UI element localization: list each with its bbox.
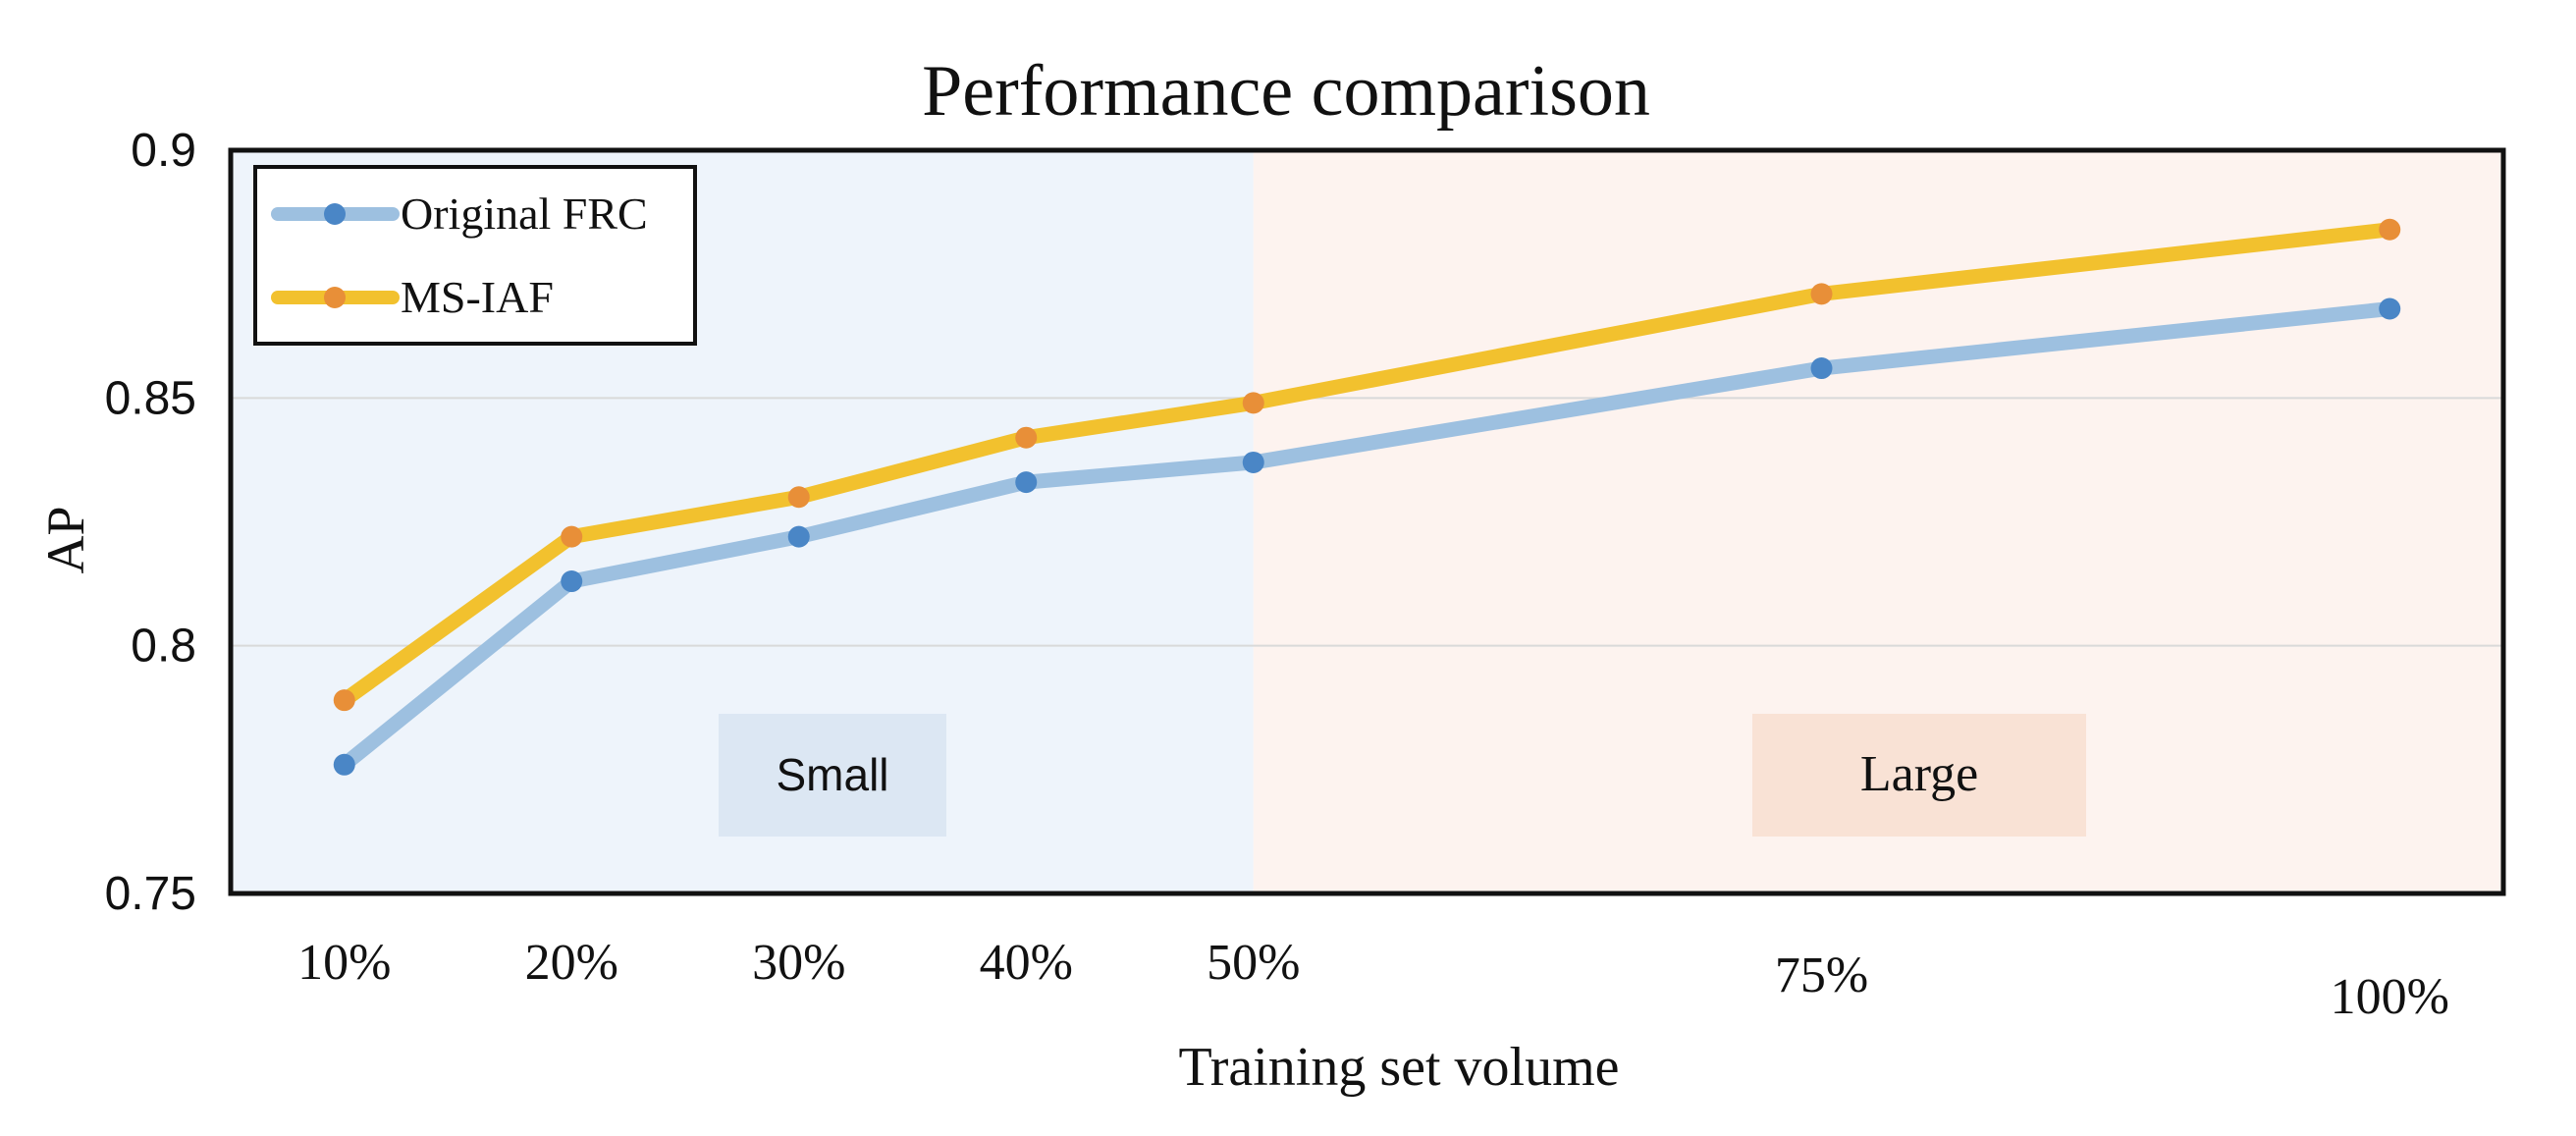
y-tick-label: 0.9 [131, 125, 196, 177]
x-tick-label: 10% [297, 935, 391, 991]
data-point [333, 689, 355, 712]
legend-box [253, 165, 697, 346]
legend: Original FRC MS-IAF [253, 165, 697, 346]
data-point [2379, 218, 2401, 241]
legend-swatch-marker [324, 287, 346, 308]
region-shading [231, 150, 2503, 893]
y-tick-label: 0.85 [105, 372, 196, 424]
legend-label: MS-IAF [401, 272, 554, 322]
series-layer [333, 218, 2401, 776]
legend-swatch-marker [324, 203, 346, 225]
gridlines [231, 397, 2503, 647]
data-point [787, 525, 810, 548]
x-tick-label: 100% [2331, 969, 2449, 1025]
data-point [1015, 426, 1038, 449]
y-tick-label: 0.8 [131, 621, 196, 673]
region-label-box-large [1752, 714, 2086, 837]
data-point [561, 525, 583, 548]
y-tick-label: 0.75 [105, 868, 196, 920]
data-point [333, 753, 355, 776]
x-axis-label: Training set volume [1178, 1037, 1619, 1098]
data-point [1810, 357, 1833, 380]
legend-label: Original FRC [401, 189, 648, 239]
y-axis-ticks: 0.75 0.8 0.85 0.9 [105, 125, 196, 920]
data-point [561, 570, 583, 593]
x-tick-label: 30% [752, 935, 845, 991]
region-labels: Small Large [719, 714, 2086, 837]
x-tick-label: 40% [980, 935, 1073, 991]
plot-frame [228, 147, 2506, 896]
data-point [787, 486, 810, 509]
region-label-large: Large [1860, 746, 1978, 802]
series-ms-iaf [333, 218, 2401, 712]
data-point [1242, 451, 1264, 473]
x-tick-label: 50% [1207, 935, 1300, 991]
chart-title: Performance comparison [922, 51, 1650, 132]
series-original-frc [333, 298, 2401, 776]
data-point [2379, 298, 2401, 320]
data-point [1242, 392, 1264, 414]
region-label-small: Small [776, 749, 888, 800]
data-point [1015, 471, 1038, 494]
data-point [1810, 283, 1833, 305]
y-axis-label: AP [36, 506, 95, 573]
x-tick-label: 75% [1775, 947, 1868, 1003]
x-axis-ticks: 10% 20% 30% 40% 50% 75% 100% [297, 935, 2449, 1025]
region-label-box-small [719, 714, 946, 837]
x-tick-label: 20% [525, 935, 618, 991]
